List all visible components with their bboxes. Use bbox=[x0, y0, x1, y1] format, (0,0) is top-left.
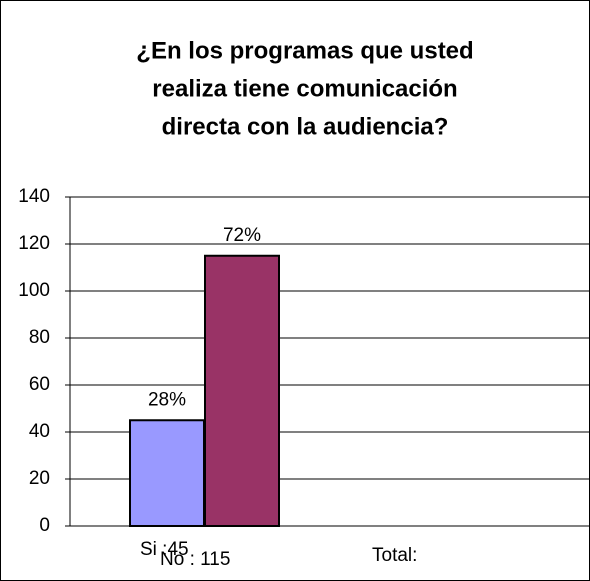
chart-title: ¿En los programas que usted bbox=[136, 37, 473, 64]
bar bbox=[204, 254, 280, 527]
y-tick-label: 100 bbox=[18, 280, 50, 301]
y-tick-label: 20 bbox=[29, 468, 50, 489]
chart-title: directa con la audiencia? bbox=[162, 113, 449, 140]
data-label: 28% bbox=[148, 389, 186, 410]
bar bbox=[129, 419, 205, 527]
x-tick-label: Si :45 bbox=[140, 539, 189, 560]
y-tick-label: 80 bbox=[29, 327, 50, 348]
y-tick-label: 60 bbox=[29, 374, 50, 395]
chart-title: realiza tiene comunicación bbox=[152, 75, 457, 102]
y-tick-label: 40 bbox=[29, 421, 50, 442]
x-tick-label: Total: bbox=[372, 545, 417, 566]
data-label: 72% bbox=[223, 225, 261, 246]
y-tick-label: 0 bbox=[39, 515, 50, 536]
x-tick-label: No : 115 bbox=[160, 549, 230, 570]
y-tick-label: 140 bbox=[18, 186, 50, 207]
y-tick-label: 120 bbox=[18, 233, 50, 254]
